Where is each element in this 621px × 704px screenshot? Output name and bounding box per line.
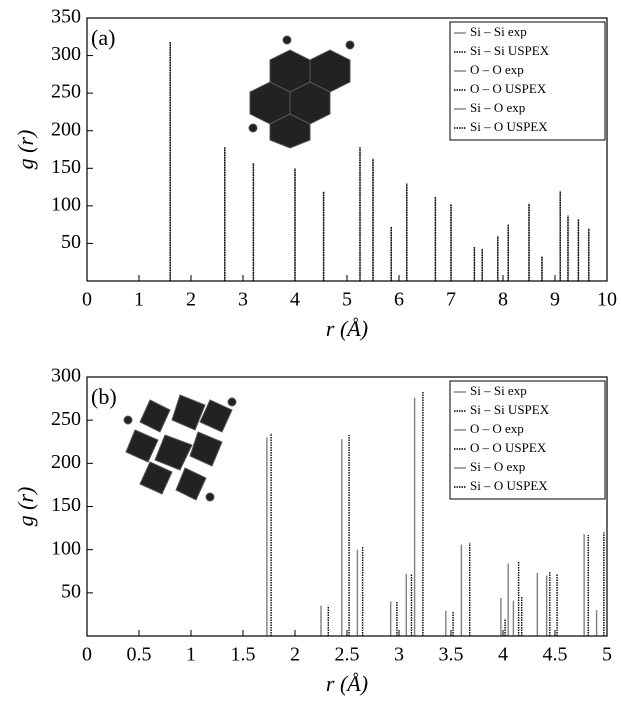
x-tick-label: 10 — [597, 289, 617, 311]
legend-label: O – O exp — [470, 421, 524, 436]
legend-label: Si – Si exp — [470, 383, 527, 398]
y-tick-label: 300 — [51, 365, 81, 387]
x-tick-label: 5 — [602, 644, 612, 666]
x-tick-label: 3.5 — [439, 644, 464, 666]
x-tick-label: 8 — [498, 289, 508, 311]
y-tick-label: 50 — [61, 580, 81, 602]
x-tick-label: 5 — [342, 289, 352, 311]
y-tick-label: 150 — [51, 156, 81, 178]
legend-label: Si – O USPEX — [470, 119, 548, 134]
chart: 01234567891050100150200250300350(a)r (Å)… — [0, 0, 621, 704]
x-tick-label: 4 — [498, 644, 508, 666]
panel-label: (b) — [91, 384, 117, 409]
legend-label: Si – O USPEX — [470, 478, 548, 493]
x-tick-label: 3 — [394, 644, 404, 666]
x-tick-label: 4 — [290, 289, 300, 311]
legend-label: Si – Si USPEX — [470, 43, 550, 58]
x-tick-label: 2 — [186, 289, 196, 311]
y-tick-label: 50 — [61, 231, 81, 253]
legend-label: Si – Si exp — [470, 24, 527, 39]
y-tick-label: 250 — [51, 81, 81, 103]
legend-label: Si – O exp — [470, 100, 525, 115]
legend-label: O – O USPEX — [470, 440, 547, 455]
y-tick-label: 100 — [51, 193, 81, 215]
x-tick-label: 2 — [290, 644, 300, 666]
y-axis-label: g (r) — [13, 130, 38, 170]
legend-label: Si – O exp — [470, 459, 525, 474]
x-tick-label: 6 — [394, 289, 404, 311]
x-tick-label: 7 — [446, 289, 456, 311]
y-tick-label: 350 — [51, 6, 81, 28]
y-tick-label: 300 — [51, 43, 81, 65]
legend-label: O – O exp — [470, 62, 524, 77]
x-axis-label: r (Å) — [326, 671, 368, 696]
legend-label: Si – Si USPEX — [470, 402, 550, 417]
y-axis-label: g (r) — [13, 487, 38, 527]
x-tick-label: 0.5 — [127, 644, 152, 666]
x-tick-label: 1 — [186, 644, 196, 666]
legend-label: O – O USPEX — [470, 81, 547, 96]
x-tick-label: 1 — [134, 289, 144, 311]
x-tick-label: 1.5 — [231, 644, 256, 666]
structure-b — [124, 395, 236, 501]
panel-label: (a) — [91, 25, 115, 50]
y-tick-label: 200 — [51, 118, 81, 140]
page: {"chart_data": [ {"type": "stem", "annot… — [0, 0, 621, 704]
y-tick-label: 100 — [51, 537, 81, 559]
x-tick-label: 3 — [238, 289, 248, 311]
x-tick-label: 0 — [82, 644, 92, 666]
x-tick-label: 9 — [550, 289, 560, 311]
x-tick-label: 2.5 — [335, 644, 360, 666]
x-axis-label: r (Å) — [326, 316, 368, 341]
y-tick-label: 250 — [51, 408, 81, 430]
x-tick-label: 4.5 — [543, 644, 568, 666]
y-tick-label: 200 — [51, 451, 81, 473]
y-tick-label: 150 — [51, 494, 81, 516]
structure-a — [249, 36, 354, 148]
x-tick-label: 0 — [82, 289, 92, 311]
